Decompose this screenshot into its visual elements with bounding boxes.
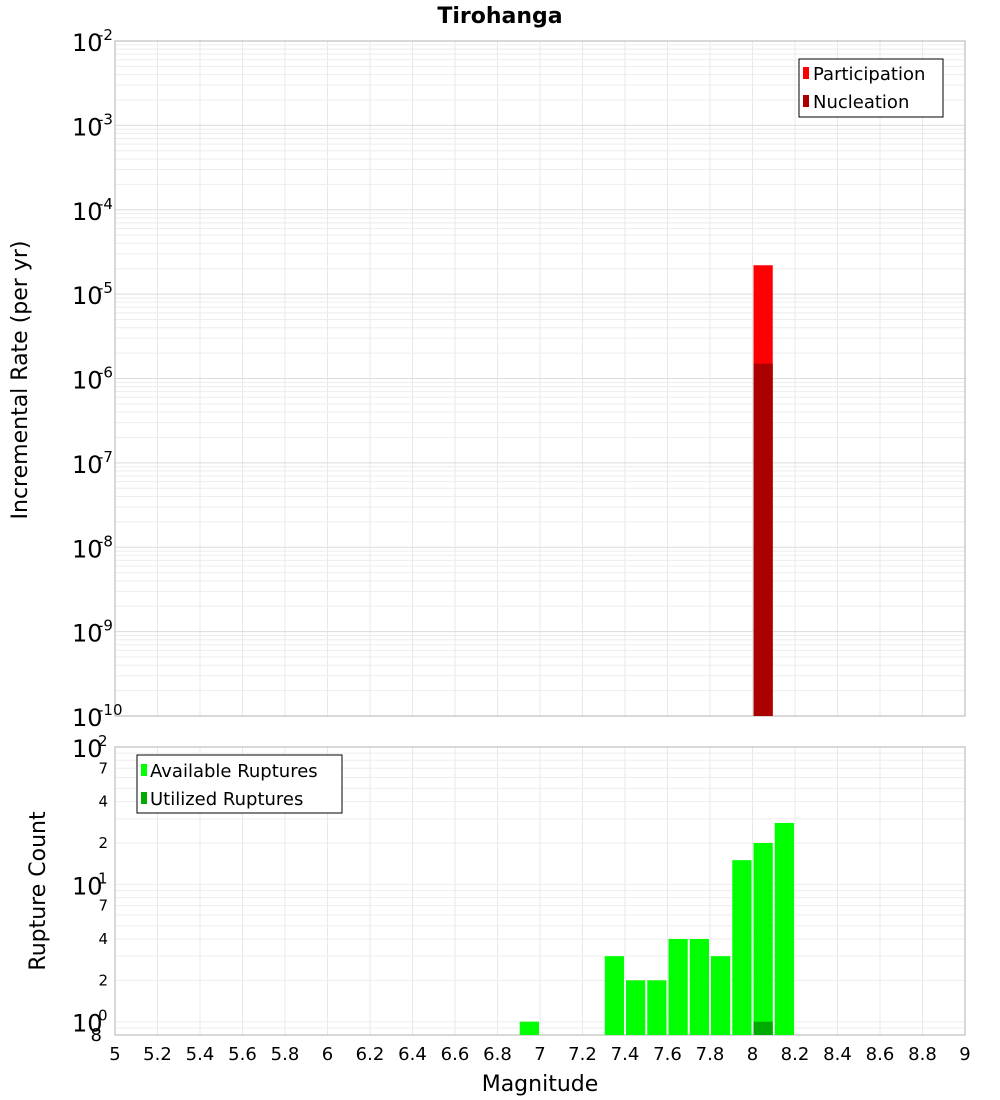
top-legend-box <box>798 58 944 118</box>
bar-available-ruptures <box>732 860 752 1035</box>
chart-title: Tirohanga <box>437 4 562 29</box>
x-tick-label: 7 <box>534 1044 545 1065</box>
top-y-tick-base: 10 <box>72 367 103 395</box>
x-tick-label: 5.6 <box>228 1044 257 1065</box>
bar-available-ruptures <box>774 822 794 1035</box>
top-y-tick-exp: -6 <box>98 364 113 382</box>
x-tick-label: 5.2 <box>143 1044 172 1065</box>
x-tick-label: 5.4 <box>186 1044 215 1065</box>
x-tick-label: 7.4 <box>611 1044 640 1065</box>
x-tick-label: 6.8 <box>483 1044 512 1065</box>
x-tick-label: 8 <box>747 1044 758 1065</box>
top-legend: Participation Nucleation <box>798 58 944 118</box>
legend-available-label: Available Ruptures <box>150 761 318 782</box>
bottom-y-axis-label: Rupture Count <box>26 811 51 971</box>
top-y-tick-exp: -9 <box>98 617 113 635</box>
top-y-tick-base: 10 <box>72 451 103 479</box>
x-tick-label: 7.6 <box>653 1044 682 1065</box>
x-tick-label: 8.2 <box>781 1044 810 1065</box>
top-y-tick-base: 10 <box>72 620 103 648</box>
top-y-tick-exp: -4 <box>98 195 113 213</box>
bar-available-ruptures <box>626 980 646 1035</box>
x-tick-label: 6.4 <box>398 1044 427 1065</box>
top-y-tick-base: 10 <box>72 29 103 57</box>
top-y-tick-labels: 10-210-310-410-510-610-710-810-910-10 <box>72 26 123 732</box>
top-bars <box>753 265 773 716</box>
legend-utilized-swatch <box>141 792 147 804</box>
legend-participation-label: Participation <box>813 64 925 85</box>
legend-nucleation-swatch <box>803 95 809 107</box>
x-tick-label: 8.8 <box>908 1044 937 1065</box>
x-tick-label: 6.6 <box>441 1044 470 1065</box>
bar-available-ruptures <box>604 956 624 1035</box>
bottom-legend: Available Ruptures Utilized Ruptures <box>136 754 343 814</box>
bottom-y-minor-tick: 7 <box>98 897 108 915</box>
top-y-tick-exp: -10 <box>98 701 123 719</box>
bottom-bars <box>519 822 794 1035</box>
x-tick-label: 7.8 <box>696 1044 725 1065</box>
bar-utilized-ruptures <box>753 1021 773 1035</box>
x-tick-label: 6.2 <box>356 1044 385 1065</box>
bar-available-ruptures <box>519 1021 539 1035</box>
bottom-plot-frame <box>114 746 966 1036</box>
top-y-tick-exp: -3 <box>98 110 113 128</box>
bottom-y-tick-base: 10 <box>72 1010 103 1038</box>
x-tick-labels: 5 5.2 5.4 5.6 5.8 6 6.2 6.4 6.6 6.8 7 7.2 7.4 7.6 7.8 8… <box>109 1044 970 1065</box>
top-plot-frame <box>114 40 966 717</box>
legend-participation-swatch <box>803 67 809 79</box>
x-tick-label: 9 <box>959 1044 970 1065</box>
bottom-y-minor-tick: 2 <box>98 971 108 989</box>
bottom-y-tick-base: 10 <box>72 735 103 763</box>
top-y-tick-exp: -5 <box>98 279 113 297</box>
top-y-tick-exp: -7 <box>98 448 113 466</box>
bottom-y-minor-tick: 7 <box>98 759 108 777</box>
x-tick-label: 6 <box>322 1044 333 1065</box>
bar-available-ruptures <box>711 956 731 1035</box>
x-tick-label: 8.6 <box>866 1044 895 1065</box>
bottom-y-minor-tick: 8 <box>91 1025 102 1046</box>
top-y-tick-base: 10 <box>72 535 103 563</box>
x-axis-label: Magnitude <box>482 1072 599 1097</box>
bottom-y-tick-exp: 0 <box>98 1007 108 1025</box>
legend-nucleation-label: Nucleation <box>813 92 909 113</box>
top-grid <box>114 41 966 717</box>
x-tick-label: 8.4 <box>823 1044 852 1065</box>
bar-nucleation <box>753 363 773 716</box>
bar-available-ruptures <box>753 843 773 1035</box>
legend-available-swatch <box>141 764 147 776</box>
x-tick-label: 7.2 <box>568 1044 597 1065</box>
bottom-y-minor-tick: 2 <box>98 834 108 852</box>
bottom-y-minor-tick: 4 <box>98 930 108 948</box>
top-y-axis-label: Incremental Rate (per yr) <box>8 241 33 520</box>
legend-utilized-label: Utilized Ruptures <box>150 789 303 810</box>
top-y-tick-base: 10 <box>72 113 103 141</box>
top-y-tick-base: 10 <box>72 282 103 310</box>
top-y-tick-base: 10 <box>72 198 103 226</box>
bottom-y-tick-exp: 2 <box>98 732 108 750</box>
top-y-tick-exp: -2 <box>98 26 113 44</box>
bottom-legend-box <box>136 754 343 814</box>
top-y-tick-base: 10 <box>72 704 103 732</box>
x-tick-label: 5.8 <box>271 1044 300 1065</box>
bottom-y-minor-tick: 4 <box>98 793 108 811</box>
top-y-tick-exp: -8 <box>98 532 113 550</box>
x-tick-label: 5 <box>109 1044 120 1065</box>
bar-available-ruptures <box>668 939 688 1035</box>
bottom-y-tick-base: 10 <box>72 872 103 900</box>
bar-available-ruptures <box>647 980 667 1035</box>
bottom-y-tick-exp: 1 <box>98 869 108 887</box>
bar-available-ruptures <box>689 939 709 1035</box>
